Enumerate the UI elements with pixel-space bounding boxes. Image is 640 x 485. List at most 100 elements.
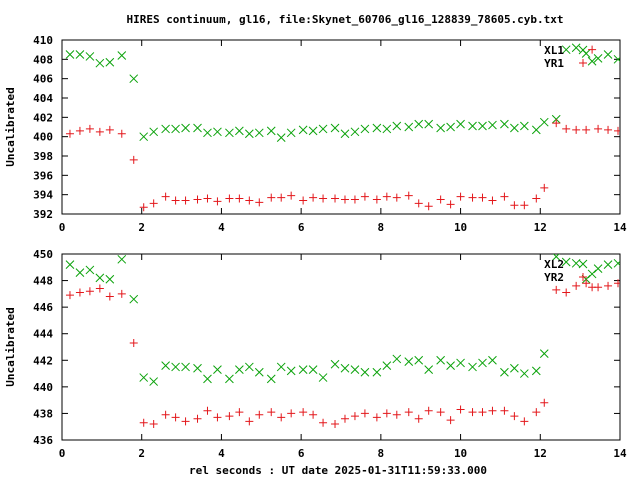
data-point (520, 201, 529, 210)
legend-marker (578, 45, 588, 55)
data-point (424, 365, 434, 374)
data-point (75, 268, 85, 277)
data-point (129, 74, 139, 84)
x-axis-label: rel seconds : UT date 2025-01-31T11:59:3… (189, 464, 487, 477)
data-point (404, 122, 414, 132)
data-point (468, 121, 477, 131)
data-point (382, 192, 391, 201)
data-point (213, 197, 222, 206)
legend-label: XL1 (544, 44, 564, 57)
y-tick-label: 400 (33, 131, 53, 144)
data-point (161, 192, 170, 201)
data-point (85, 287, 94, 296)
y-tick-label: 442 (33, 354, 53, 367)
data-point (350, 195, 359, 204)
data-point (203, 194, 212, 203)
data-point (75, 288, 84, 297)
data-point (392, 121, 402, 131)
legend-marker (578, 259, 588, 269)
data-point (436, 195, 445, 204)
data-point (340, 129, 350, 139)
data-point (414, 414, 423, 423)
data-point (181, 362, 190, 372)
y-tick-label: 402 (33, 111, 53, 124)
data-point (319, 418, 328, 427)
data-point (488, 406, 497, 415)
data-point (510, 412, 519, 421)
data-point (510, 363, 519, 373)
y-tick-label: 440 (33, 381, 53, 394)
data-point (404, 357, 414, 366)
y-tick-label: 392 (33, 208, 53, 221)
data-point (532, 194, 541, 203)
data-point (372, 367, 382, 377)
data-point (520, 417, 529, 426)
data-point (203, 406, 212, 415)
data-point (478, 193, 487, 202)
data-point (308, 365, 318, 374)
legend-label: YR2 (544, 271, 564, 284)
data-point (424, 406, 433, 415)
data-point (267, 193, 276, 202)
data-point (561, 257, 571, 267)
data-point (571, 43, 581, 53)
data-point (446, 122, 455, 132)
y-tick-label: 448 (33, 275, 53, 288)
x-tick-label: 10 (454, 221, 467, 234)
data-point (266, 374, 276, 384)
data-point (424, 119, 434, 129)
data-point (488, 355, 497, 365)
legend-label: YR1 (544, 57, 564, 70)
data-point (225, 374, 234, 384)
data-point (414, 199, 423, 208)
data-point (286, 128, 296, 138)
data-point (117, 289, 126, 298)
data-point (95, 284, 104, 293)
data-point (382, 409, 391, 418)
data-point (276, 362, 286, 372)
data-point (360, 124, 370, 134)
x-tick-label: 12 (534, 221, 547, 234)
data-point (614, 279, 620, 288)
data-point (85, 124, 94, 133)
data-point (468, 362, 477, 372)
data-point (572, 281, 581, 290)
data-point (519, 121, 529, 131)
y-tick-label: 394 (33, 189, 53, 202)
data-point (181, 196, 190, 205)
x-tick-label: 14 (613, 221, 627, 234)
data-point (446, 416, 455, 425)
data-point (446, 361, 455, 370)
x-tick-label: 2 (138, 447, 145, 460)
data-point (603, 260, 613, 269)
data-point (129, 155, 138, 164)
data-point (562, 124, 571, 133)
data-point (75, 126, 84, 135)
data-point (171, 196, 180, 205)
data-point (287, 409, 296, 418)
data-point (446, 200, 455, 209)
data-point (139, 203, 148, 212)
data-point (539, 349, 549, 358)
data-point (161, 410, 170, 419)
data-layer (65, 254, 620, 429)
data-point (360, 367, 370, 377)
data-point (540, 183, 549, 192)
plot-frame (61, 253, 621, 441)
data-point (75, 50, 85, 59)
data-point (392, 410, 401, 419)
data-point (309, 410, 318, 419)
data-point (478, 358, 487, 368)
data-point (85, 52, 95, 61)
data-point (245, 417, 254, 426)
data-point (235, 126, 244, 136)
legend-label: XL2 (544, 258, 564, 271)
data-point (500, 367, 509, 377)
data-point (510, 123, 519, 133)
data-point (488, 196, 497, 205)
data-point (604, 281, 613, 290)
data-point (266, 126, 276, 136)
data-point (139, 418, 148, 427)
chart-panel-1: 392 394 396 398 400 402 404 406 408 410 0 2 4 6 8 10 12 1… (4, 34, 627, 234)
